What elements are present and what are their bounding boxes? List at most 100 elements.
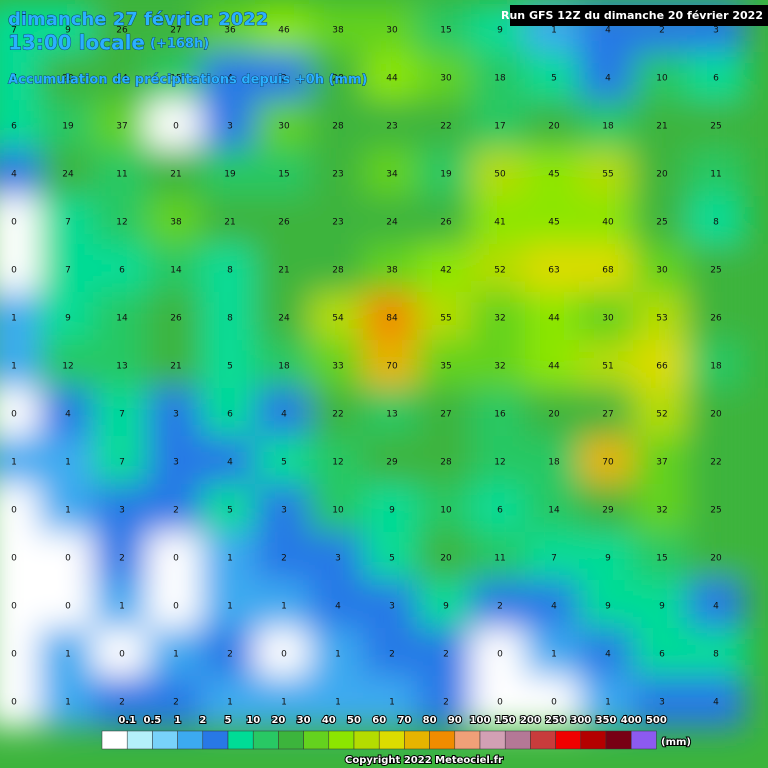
- grid-value: 29: [602, 506, 614, 516]
- grid-value: 1: [227, 698, 233, 708]
- grid-value: 1: [551, 650, 557, 660]
- precip-cell: [147, 436, 205, 488]
- grid-value: 1: [551, 26, 557, 36]
- grid-value: 6: [227, 410, 233, 420]
- precip-cell: [633, 484, 691, 536]
- grid-value: 32: [494, 362, 505, 372]
- precip-cell: [201, 532, 259, 584]
- precip-cell: [309, 628, 367, 680]
- grid-value: 7: [119, 410, 125, 420]
- grid-value: 28: [332, 266, 344, 276]
- precip-cell: [309, 484, 367, 536]
- precip-cell: [93, 676, 151, 728]
- legend-label: 100: [470, 715, 491, 726]
- precip-cell: [579, 100, 637, 152]
- precip-cell: [579, 340, 637, 392]
- grid-value: 44: [386, 74, 398, 84]
- precip-cell: [255, 148, 313, 200]
- grid-value: 8: [713, 218, 719, 228]
- precip-cell: [471, 580, 529, 632]
- legend-swatch: [278, 730, 304, 750]
- legend-label: 500: [646, 715, 667, 726]
- grid-value: 0: [173, 122, 179, 132]
- precip-cell: [687, 292, 745, 344]
- grid-value: 0: [11, 410, 17, 420]
- grid-value: 42: [440, 266, 451, 276]
- legend-label: 90: [448, 715, 462, 726]
- precip-cell: [147, 532, 205, 584]
- precip-cell: [417, 52, 475, 104]
- legend-swatch: [378, 730, 405, 750]
- precip-cell: [0, 388, 43, 440]
- legend-label: 200: [520, 715, 541, 726]
- precip-cell: [525, 484, 583, 536]
- precip-cell: [471, 628, 529, 680]
- legend-label: 30: [297, 715, 311, 726]
- grid-value: 11: [494, 554, 505, 564]
- grid-value: 2: [281, 554, 287, 564]
- precip-cell: [525, 628, 583, 680]
- grid-value: 51: [602, 362, 613, 372]
- precip-cell: [255, 244, 313, 296]
- grid-value: 2: [497, 602, 503, 612]
- grid-value: 20: [62, 74, 74, 84]
- legend-swatch: [252, 730, 279, 750]
- precip-cell: [579, 388, 637, 440]
- precip-cell: [255, 388, 313, 440]
- precip-cell: [93, 628, 151, 680]
- precip-cell: [201, 292, 259, 344]
- grid-value: 84: [386, 314, 398, 324]
- grid-value: 20: [548, 122, 560, 132]
- grid-value: 38: [386, 266, 398, 276]
- precip-cell: [417, 676, 475, 728]
- precip-cell: [579, 196, 637, 248]
- grid-value: 68: [602, 266, 614, 276]
- precip-cell: [0, 628, 43, 680]
- precip-cell: [0, 148, 43, 200]
- precip-cell: [363, 52, 421, 104]
- precip-cell: [39, 4, 97, 56]
- grid-value: 10: [332, 506, 344, 516]
- precip-cell: [93, 484, 151, 536]
- precip-cell: [201, 4, 259, 56]
- precip-cell: [39, 340, 97, 392]
- grid-value: 4: [605, 26, 611, 36]
- precip-cell: [255, 4, 313, 56]
- precip-cell: [147, 484, 205, 536]
- precip-cell: [0, 532, 43, 584]
- precip-cell: [687, 484, 745, 536]
- precip-cell: [525, 196, 583, 248]
- legend-swatch: [454, 730, 481, 750]
- precip-cell: [417, 532, 475, 584]
- grid-value: 15: [170, 74, 181, 84]
- grid-values: 7 9 26 27 36 46 38 30 15 9 1 4 2 37 20 24 15 4 2 28 44 30 18 5 4…: [11, 26, 722, 708]
- legend-label: 60: [372, 715, 386, 726]
- grid-value: 4: [713, 698, 719, 708]
- precip-cell: [0, 4, 43, 56]
- precip-cell: [93, 148, 151, 200]
- precip-cell: [525, 244, 583, 296]
- grid-value: 21: [224, 218, 235, 228]
- grid-value: 30: [602, 314, 614, 324]
- grid-value: 0: [119, 650, 125, 660]
- grid-value: 1: [11, 314, 17, 324]
- precip-cell: [525, 388, 583, 440]
- precip-cell: [255, 292, 313, 344]
- grid-value: 18: [710, 362, 722, 372]
- grid-value: 21: [170, 170, 181, 180]
- precip-cell: [93, 580, 151, 632]
- precip-cell: [525, 340, 583, 392]
- grid-value: 13: [116, 362, 127, 372]
- grid-value: 3: [281, 506, 287, 516]
- grid-value: 38: [170, 218, 182, 228]
- grid-value: 0: [11, 266, 17, 276]
- precip-cell: [633, 340, 691, 392]
- copyright: Copyright 2022 Meteociel.fr: [345, 755, 503, 766]
- grid-value: 25: [710, 122, 721, 132]
- precip-cell: [579, 484, 637, 536]
- grid-value: 5: [281, 458, 287, 468]
- precip-cell: [417, 244, 475, 296]
- legend-swatch: [605, 730, 632, 750]
- legend-swatch: [101, 730, 128, 750]
- precip-cell: [39, 148, 97, 200]
